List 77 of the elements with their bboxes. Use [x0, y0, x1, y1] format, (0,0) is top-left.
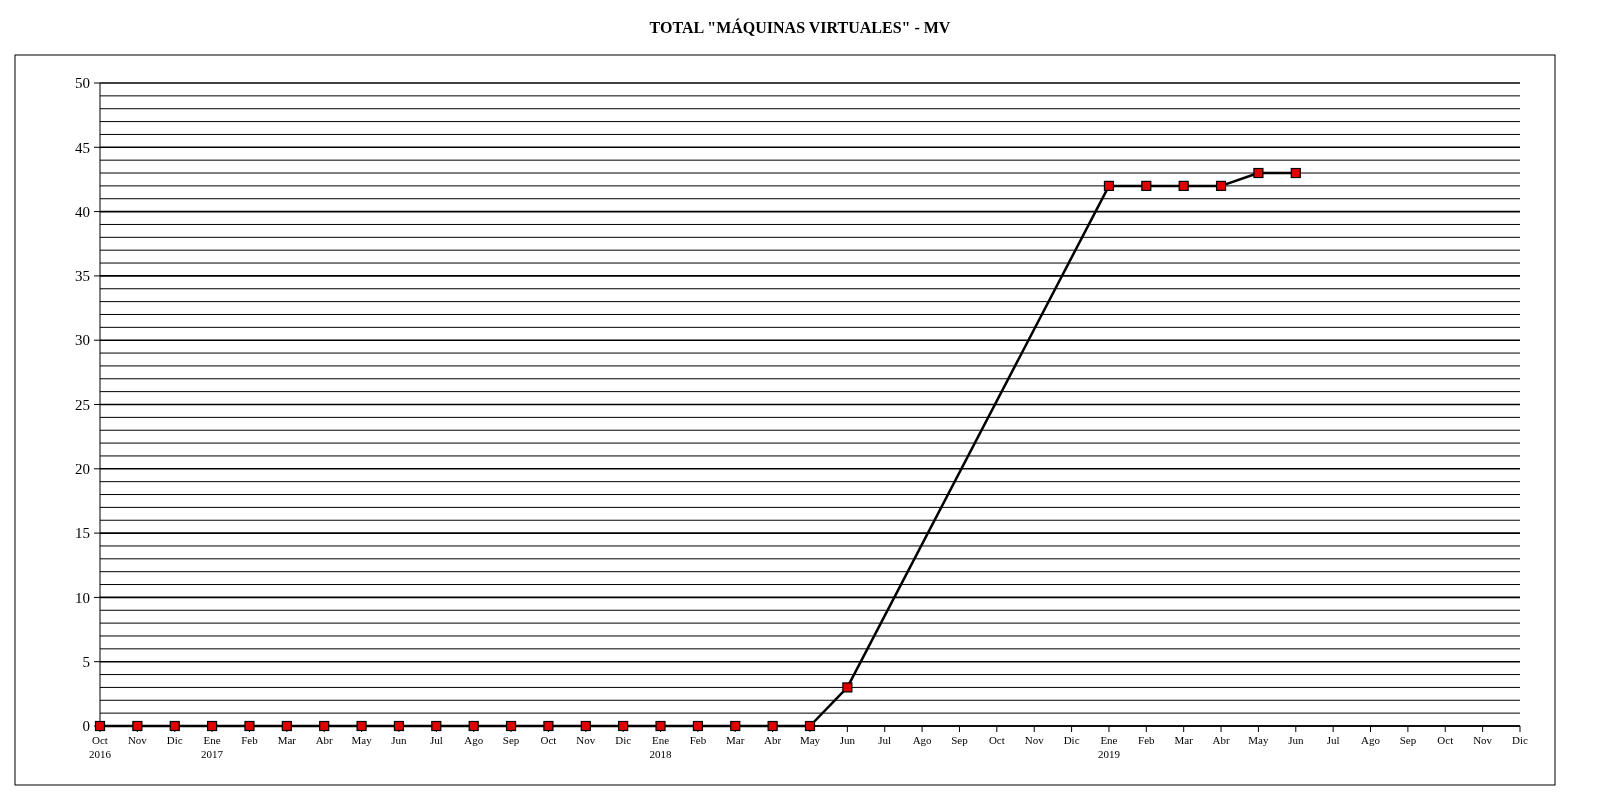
x-tick-label: Nov	[576, 734, 596, 746]
x-tick-label: Ago	[912, 734, 933, 746]
point	[319, 720, 330, 732]
x-tick-label: Dic	[166, 734, 183, 746]
y-tick-label: 40	[75, 203, 90, 220]
x-tick-label: Nov	[1473, 734, 1493, 746]
x-tick-label: Oct	[540, 734, 557, 746]
point	[804, 720, 816, 732]
x-tick-label: Ago	[464, 734, 484, 746]
y-tick-label: 15	[75, 525, 90, 542]
point	[655, 720, 666, 732]
point	[692, 720, 703, 732]
x-tick-label: Dic	[615, 734, 632, 746]
x-tick-label: Oct	[988, 734, 1005, 746]
y-tick-label: 30	[75, 332, 90, 349]
x-tick-label: Dic	[1512, 734, 1529, 746]
y-tick-label: 10	[75, 589, 90, 606]
x-tick-label: Jun	[391, 734, 408, 746]
point	[1103, 180, 1115, 191]
x-tick-label: Jul	[878, 734, 892, 746]
point	[132, 720, 143, 732]
x-tick-label: Jun	[1288, 734, 1304, 746]
y-tick-label: 0	[82, 718, 90, 735]
x-tick-label: Sep	[951, 734, 969, 746]
point	[1178, 180, 1189, 191]
point	[207, 720, 218, 732]
x-tick-label: Ago	[1361, 734, 1381, 746]
point	[505, 720, 517, 732]
point	[1141, 180, 1152, 191]
x-tick-label: Oct 2016	[89, 734, 112, 760]
point	[543, 720, 554, 732]
point	[244, 720, 255, 732]
x-tick-label: Ene 2017	[201, 734, 224, 760]
point	[1253, 167, 1264, 179]
point	[281, 720, 292, 732]
x-tick-label: May	[351, 734, 373, 746]
x-tick-label: Ene 2018	[649, 734, 673, 760]
y-tick-label: 35	[75, 268, 90, 285]
point	[393, 720, 405, 732]
x-tick-label: May	[1248, 734, 1269, 746]
point	[1215, 180, 1227, 191]
x-tick-label: Feb	[1138, 734, 1156, 746]
x-tick-label: Abr	[764, 734, 782, 746]
x-tick-label: Ene 2019	[1097, 734, 1121, 760]
x-tick-label: Nov	[127, 734, 148, 746]
point	[767, 720, 778, 732]
y-tick-label: 20	[75, 461, 90, 478]
y-tick-label: 45	[75, 139, 90, 156]
x-tick-label: Mar	[1174, 734, 1194, 746]
y-tick-label: 5	[82, 653, 90, 670]
x-tick-label: Sep	[1399, 734, 1417, 746]
x-tick-label: Abr	[315, 734, 334, 746]
x-tick-label: Dic	[1063, 734, 1080, 746]
x-tick-label: May	[799, 734, 821, 746]
point	[618, 720, 629, 732]
point	[842, 682, 853, 693]
point	[431, 720, 442, 732]
x-tick-label: Abr	[1212, 734, 1230, 746]
x-tick-label: Mar	[277, 734, 297, 746]
point	[580, 720, 591, 732]
x-tick-label: Feb	[689, 734, 707, 746]
point	[1290, 167, 1301, 179]
y-tick-label: 25	[75, 396, 90, 413]
point	[169, 720, 180, 732]
x-tick-label: Jul	[1326, 734, 1340, 746]
x-tick-label: Mar	[726, 734, 745, 746]
y-tick-label: 50	[75, 75, 90, 92]
point	[356, 720, 367, 732]
x-tick-label: Oct	[1437, 734, 1454, 746]
x-tick-label: Nov	[1024, 734, 1045, 746]
point	[730, 720, 741, 732]
x-tick-label: Feb	[241, 734, 259, 746]
x-tick-label: Jun	[839, 734, 856, 746]
point	[468, 720, 479, 732]
x-tick-label: Sep	[502, 734, 520, 746]
x-tick-label: Jul	[429, 734, 443, 746]
chart-title: TOTAL "MÁQUINAS VIRTUALES" - MV	[649, 18, 951, 36]
